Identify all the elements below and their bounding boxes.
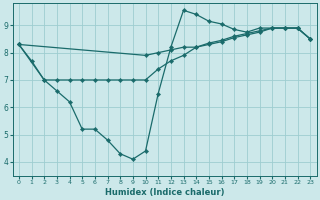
X-axis label: Humidex (Indice chaleur): Humidex (Indice chaleur) (105, 188, 224, 197)
